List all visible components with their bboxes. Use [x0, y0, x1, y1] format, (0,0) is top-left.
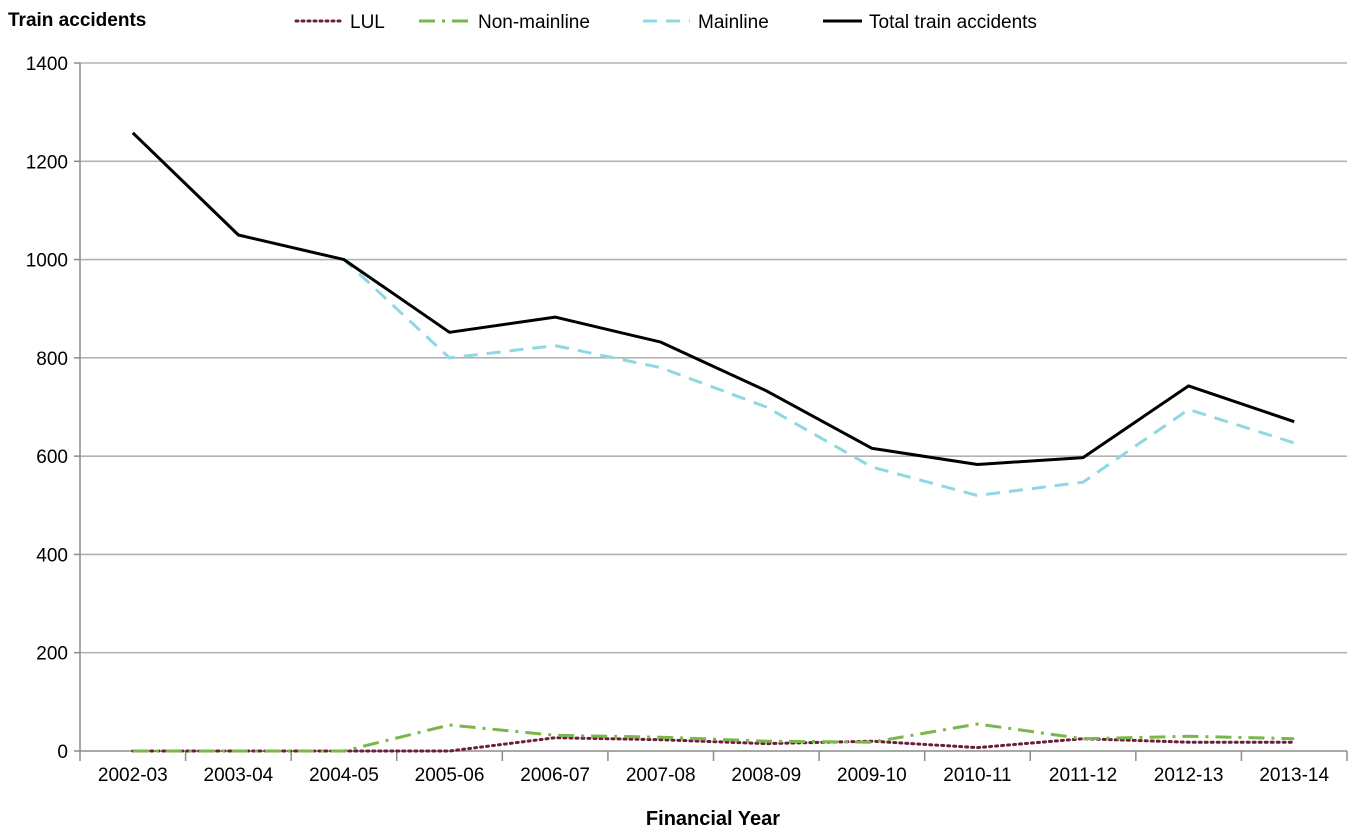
legend-label: Total train accidents [869, 12, 1037, 33]
x-tick-label: 2002-03 [98, 765, 168, 786]
series-lines [131, 131, 1296, 753]
x-tick-label: 2003-04 [204, 765, 274, 786]
y-tick-label: 600 [36, 447, 68, 468]
x-axis-title: Financial Year [646, 808, 780, 830]
legend-label: LUL [350, 12, 385, 33]
y-tick-label: 800 [36, 349, 68, 370]
series-line-non-mainline [132, 722, 1295, 753]
x-tick-label: 2006-07 [520, 765, 590, 786]
series-line-lul [131, 736, 1296, 753]
legend-label: Non-mainline [478, 12, 590, 33]
y-tick-label: 1200 [26, 152, 68, 173]
y-tick-label: 400 [36, 545, 68, 566]
axes [74, 62, 1348, 761]
x-tick-label: 2011-12 [1049, 765, 1117, 786]
y-axis-title: Train accidents [8, 10, 146, 31]
legend: LUL Non-mainline Mainline Total train accid… [294, 12, 1037, 33]
x-tick-label: 2010-11 [943, 765, 1011, 786]
x-tick-label: 2012-13 [1154, 765, 1224, 786]
y-tick-label: 1000 [26, 251, 68, 272]
series-line-total-train-accidents [131, 131, 1295, 466]
x-tick-label: 2008-09 [731, 765, 801, 786]
x-tick-label: 2005-06 [415, 765, 485, 786]
y-tick-labels: 0 200 400 600 800 1000 1200 1400 [26, 54, 68, 763]
x-tick-label: 2013-14 [1259, 765, 1329, 786]
x-tick-label: 2007-08 [626, 765, 696, 786]
x-tick-label: 2009-10 [837, 765, 907, 786]
series-line-mainline [131, 131, 1295, 497]
x-tick-label: 2004-05 [309, 765, 379, 786]
y-tick-label: 200 [36, 644, 68, 665]
y-tick-label: 0 [57, 742, 68, 763]
y-tick-label: 1400 [26, 54, 68, 75]
gridlines [80, 62, 1347, 654]
x-tick-labels: 2002-03 2003-04 2004-05 2005-06 2006-07 2007-… [98, 765, 1330, 786]
legend-label: Mainline [698, 12, 769, 33]
